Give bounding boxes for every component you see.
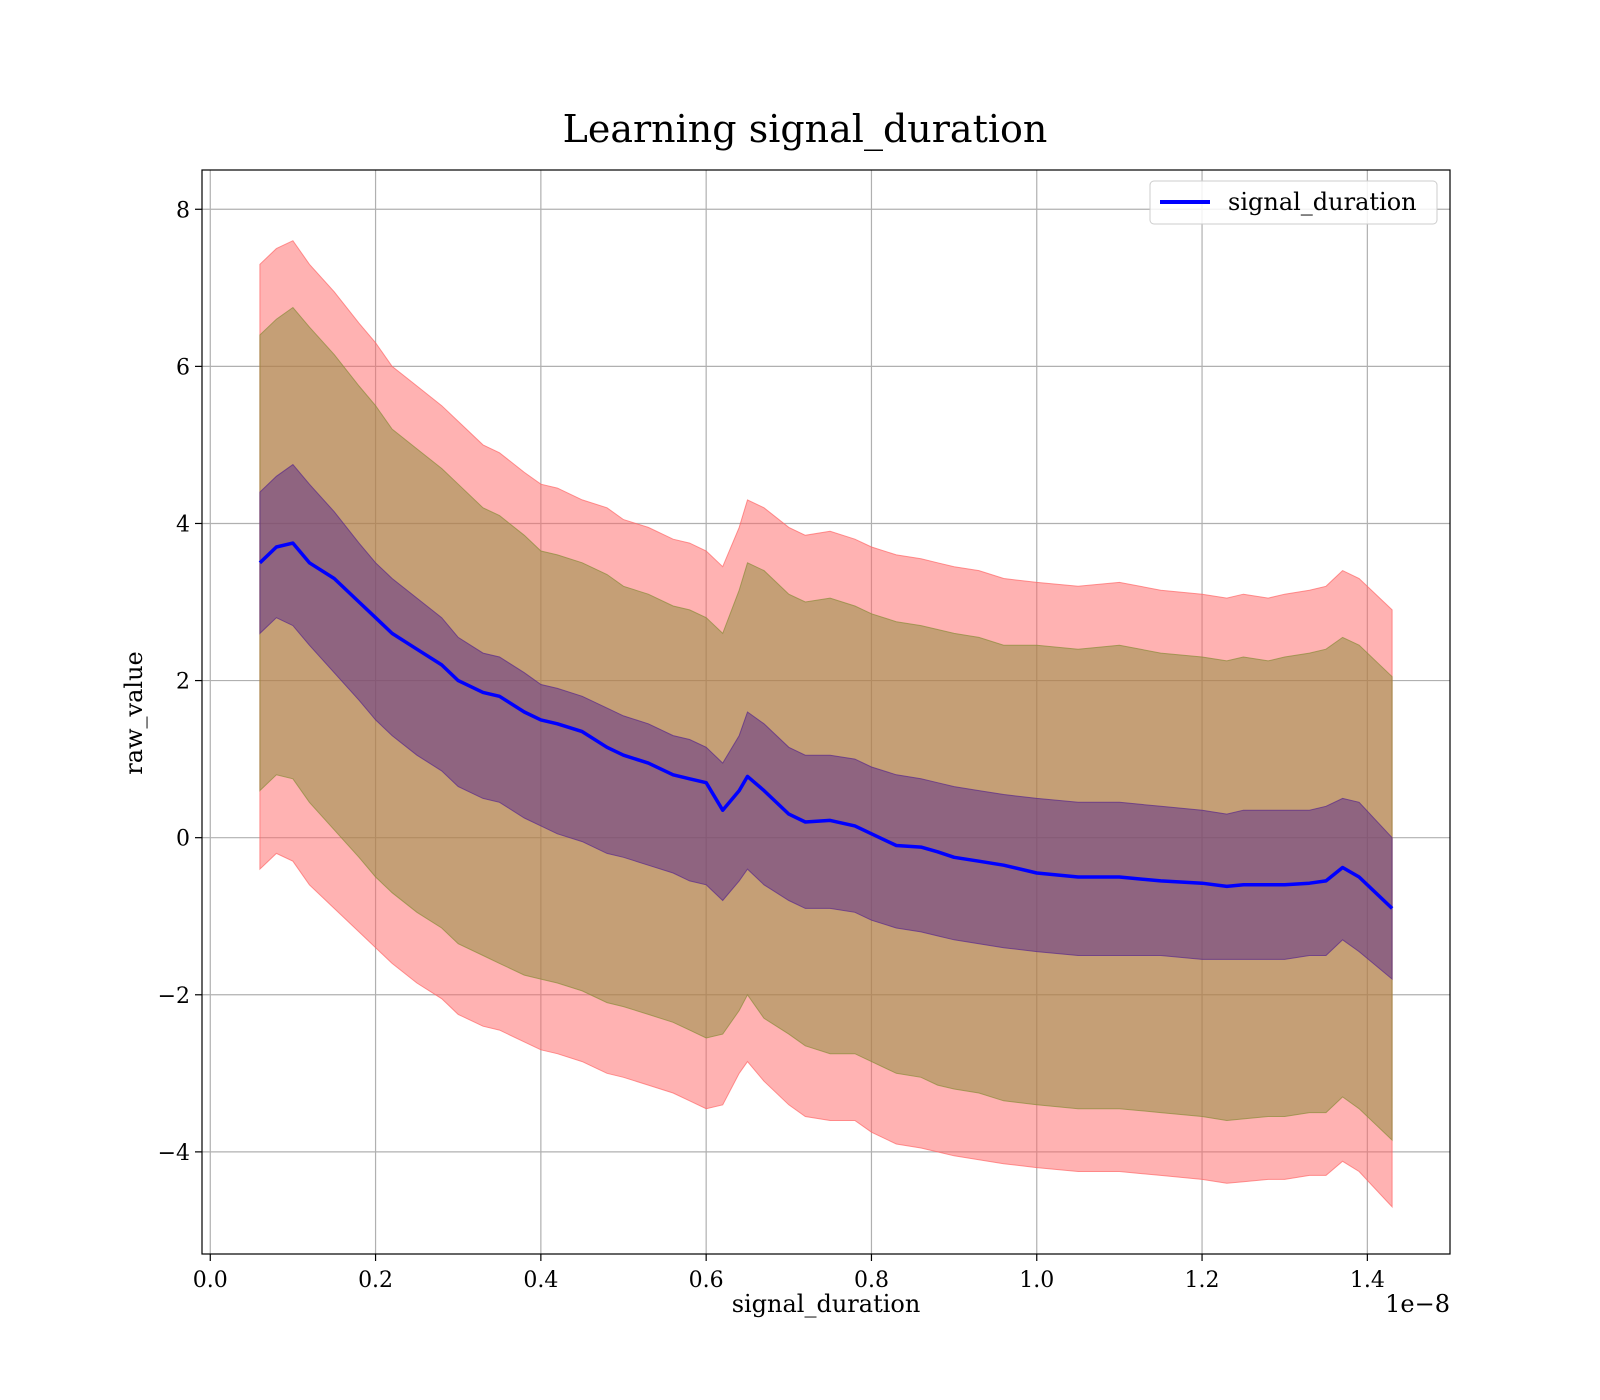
y-tick-label: −4	[158, 1141, 190, 1166]
axis-ticks: 0.0 0.2 0.4 0.6 0.8 1.0 1.2 1.4 −4 −2 0 2 4 6 8	[158, 198, 1385, 1293]
legend: signal_duration	[1149, 180, 1438, 225]
x-tick-label: 1.2	[1185, 1268, 1220, 1293]
x-tick-label: 0.4	[523, 1268, 558, 1293]
chart-title: Learning signal_duration	[563, 107, 1048, 152]
plot-frame	[201, 169, 1451, 1255]
x-axis-label: signal_duration	[732, 1290, 921, 1318]
x-axis-offset-label: 1e−8	[1385, 1290, 1450, 1318]
x-tick-label: 0.2	[358, 1268, 393, 1293]
y-axis-label: raw_value	[120, 651, 148, 775]
x-tick-label: 0.6	[689, 1268, 724, 1293]
y-tick-label: 6	[176, 355, 190, 380]
x-tick-label: 1.0	[1019, 1268, 1054, 1293]
x-tick-label: 0.8	[854, 1268, 889, 1293]
y-tick-label: 4	[176, 512, 190, 537]
x-tick-label: 0.0	[193, 1268, 228, 1293]
legend-entry-label: signal_duration	[1228, 188, 1417, 216]
mean-line-layer	[258, 541, 1394, 910]
inner-band	[259, 463, 1393, 981]
x-tick-label: 1.4	[1350, 1268, 1385, 1293]
y-tick-label: 0	[176, 827, 190, 852]
legend-box	[1149, 180, 1438, 225]
series-line-signal-duration	[258, 541, 1394, 910]
y-tick-label: 2	[176, 670, 190, 695]
confidence-bands	[259, 240, 1393, 1209]
y-tick-label: 8	[176, 198, 190, 223]
y-tick-label: −2	[158, 984, 190, 1009]
